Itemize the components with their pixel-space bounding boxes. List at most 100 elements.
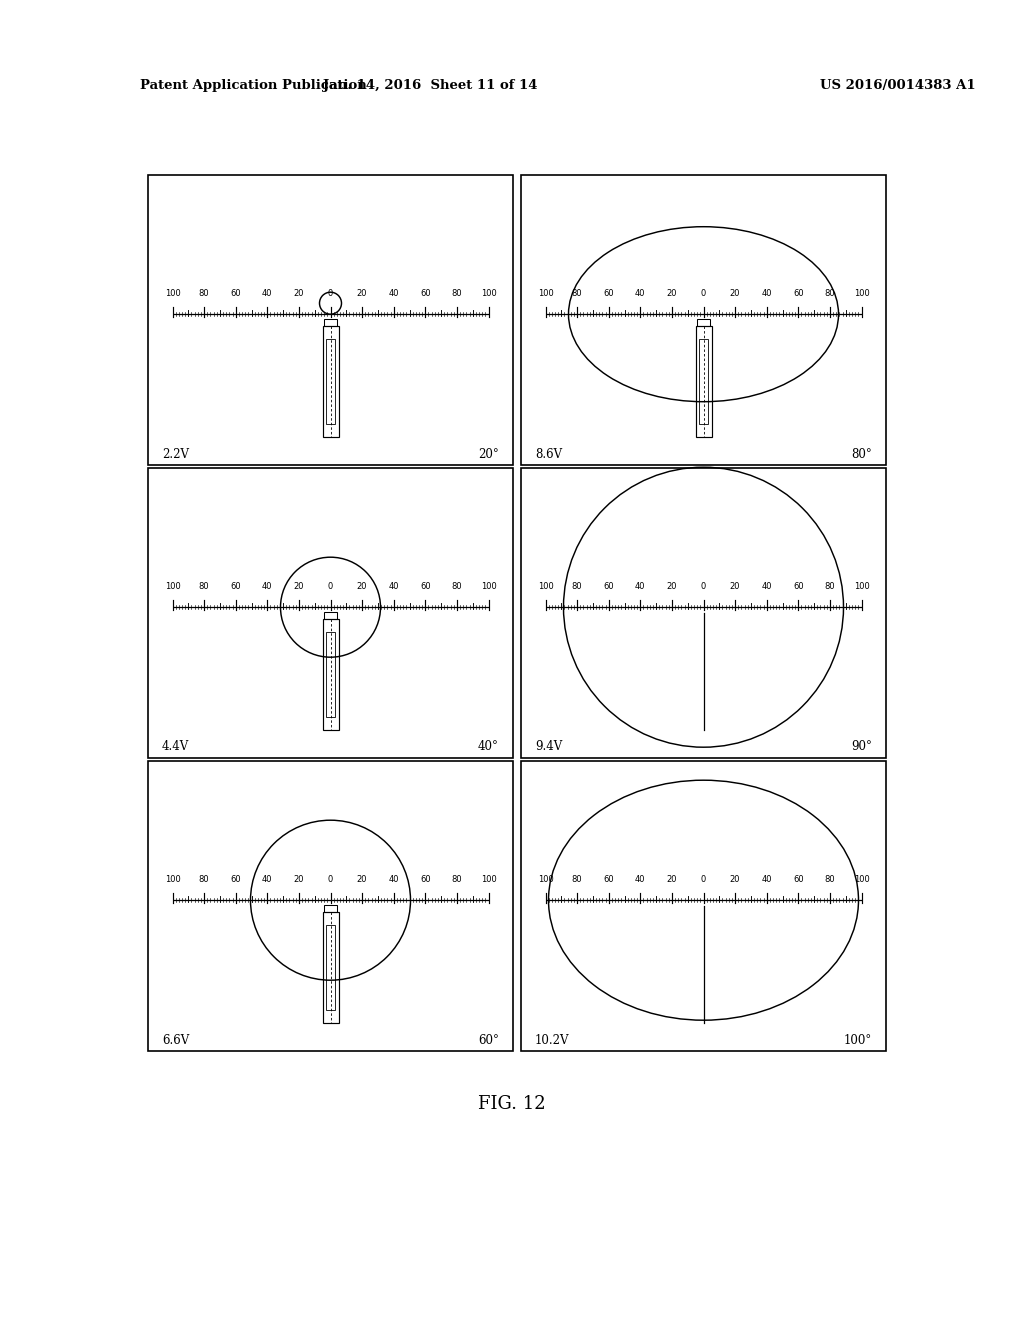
Text: US 2016/0014383 A1: US 2016/0014383 A1 <box>820 78 976 91</box>
Text: 40: 40 <box>635 582 645 591</box>
Text: 60°: 60° <box>478 1034 499 1047</box>
Text: Patent Application Publication: Patent Application Publication <box>140 78 367 91</box>
Text: 80: 80 <box>571 582 583 591</box>
Text: 60: 60 <box>230 582 241 591</box>
Text: 6.6V: 6.6V <box>162 1034 189 1047</box>
Text: 80: 80 <box>199 289 210 298</box>
Text: 60: 60 <box>793 289 804 298</box>
Bar <box>148 469 513 758</box>
Text: 40: 40 <box>262 875 272 884</box>
Text: 40: 40 <box>262 582 272 591</box>
Text: Jan. 14, 2016  Sheet 11 of 14: Jan. 14, 2016 Sheet 11 of 14 <box>323 78 538 91</box>
Text: 9.4V: 9.4V <box>535 741 562 754</box>
Text: 100: 100 <box>538 289 553 298</box>
Text: 60: 60 <box>793 582 804 591</box>
Text: 8.6V: 8.6V <box>535 447 562 461</box>
Text: 80: 80 <box>452 582 462 591</box>
Text: 40: 40 <box>635 289 645 298</box>
Text: 100: 100 <box>480 289 497 298</box>
Bar <box>323 619 339 730</box>
Text: 20: 20 <box>667 289 677 298</box>
Text: 40: 40 <box>388 875 399 884</box>
Bar <box>326 925 335 1010</box>
Text: 100: 100 <box>854 289 869 298</box>
Text: FIG. 12: FIG. 12 <box>478 1096 546 1113</box>
Text: 100°: 100° <box>844 1034 872 1047</box>
Text: 60: 60 <box>603 582 614 591</box>
Bar <box>326 339 335 424</box>
Text: 20: 20 <box>356 875 368 884</box>
Text: 60: 60 <box>420 582 431 591</box>
Text: 80: 80 <box>571 875 583 884</box>
Text: 100: 100 <box>854 875 869 884</box>
Text: 100: 100 <box>165 875 180 884</box>
Text: 80: 80 <box>452 289 462 298</box>
Text: 40: 40 <box>762 289 772 298</box>
Text: 20: 20 <box>730 875 740 884</box>
Text: 0: 0 <box>328 582 333 591</box>
Text: 80: 80 <box>571 289 583 298</box>
Bar <box>324 319 337 326</box>
Text: 80°: 80° <box>851 447 872 461</box>
Text: 100: 100 <box>480 582 497 591</box>
Bar <box>323 912 339 1023</box>
Bar <box>521 469 886 758</box>
Bar <box>148 176 513 465</box>
Text: 20: 20 <box>667 875 677 884</box>
Bar <box>323 326 339 437</box>
Text: 40: 40 <box>762 582 772 591</box>
Text: 100: 100 <box>854 582 869 591</box>
Text: 0: 0 <box>328 875 333 884</box>
Bar <box>697 319 710 326</box>
Text: 80: 80 <box>824 289 836 298</box>
Text: 80: 80 <box>199 582 210 591</box>
Text: 20: 20 <box>294 289 304 298</box>
Bar <box>695 326 712 437</box>
Text: 100: 100 <box>538 582 553 591</box>
Text: 60: 60 <box>420 289 431 298</box>
Bar <box>324 612 337 619</box>
Text: 60: 60 <box>603 289 614 298</box>
Text: 80: 80 <box>452 875 462 884</box>
Text: 60: 60 <box>603 875 614 884</box>
Text: 4.4V: 4.4V <box>162 741 189 754</box>
Text: 20: 20 <box>294 582 304 591</box>
Text: 0: 0 <box>700 582 707 591</box>
Text: 80: 80 <box>824 582 836 591</box>
Text: 100: 100 <box>538 875 553 884</box>
Text: 40: 40 <box>635 875 645 884</box>
Text: 40: 40 <box>388 289 399 298</box>
Text: 90°: 90° <box>851 741 872 754</box>
Bar <box>521 762 886 1051</box>
Text: 80: 80 <box>199 875 210 884</box>
Text: 80: 80 <box>824 875 836 884</box>
Bar <box>521 176 886 465</box>
Text: 60: 60 <box>420 875 431 884</box>
Text: 40°: 40° <box>478 741 499 754</box>
Bar <box>326 632 335 717</box>
Text: 10.2V: 10.2V <box>535 1034 569 1047</box>
Text: 20: 20 <box>294 875 304 884</box>
Text: 0: 0 <box>328 289 333 298</box>
Text: 60: 60 <box>793 875 804 884</box>
Text: 20: 20 <box>667 582 677 591</box>
Text: 100: 100 <box>480 875 497 884</box>
Bar <box>148 762 513 1051</box>
Text: 100: 100 <box>165 289 180 298</box>
Text: 100: 100 <box>165 582 180 591</box>
Text: 40: 40 <box>388 582 399 591</box>
Text: 20°: 20° <box>478 447 499 461</box>
Text: 20: 20 <box>730 582 740 591</box>
Text: 20: 20 <box>730 289 740 298</box>
Bar <box>324 906 337 912</box>
Text: 0: 0 <box>700 875 707 884</box>
Text: 20: 20 <box>356 582 368 591</box>
Text: 20: 20 <box>356 289 368 298</box>
Bar <box>699 339 708 424</box>
Text: 40: 40 <box>762 875 772 884</box>
Text: 60: 60 <box>230 289 241 298</box>
Text: 0: 0 <box>700 289 707 298</box>
Text: 2.2V: 2.2V <box>162 447 189 461</box>
Text: 60: 60 <box>230 875 241 884</box>
Text: 40: 40 <box>262 289 272 298</box>
